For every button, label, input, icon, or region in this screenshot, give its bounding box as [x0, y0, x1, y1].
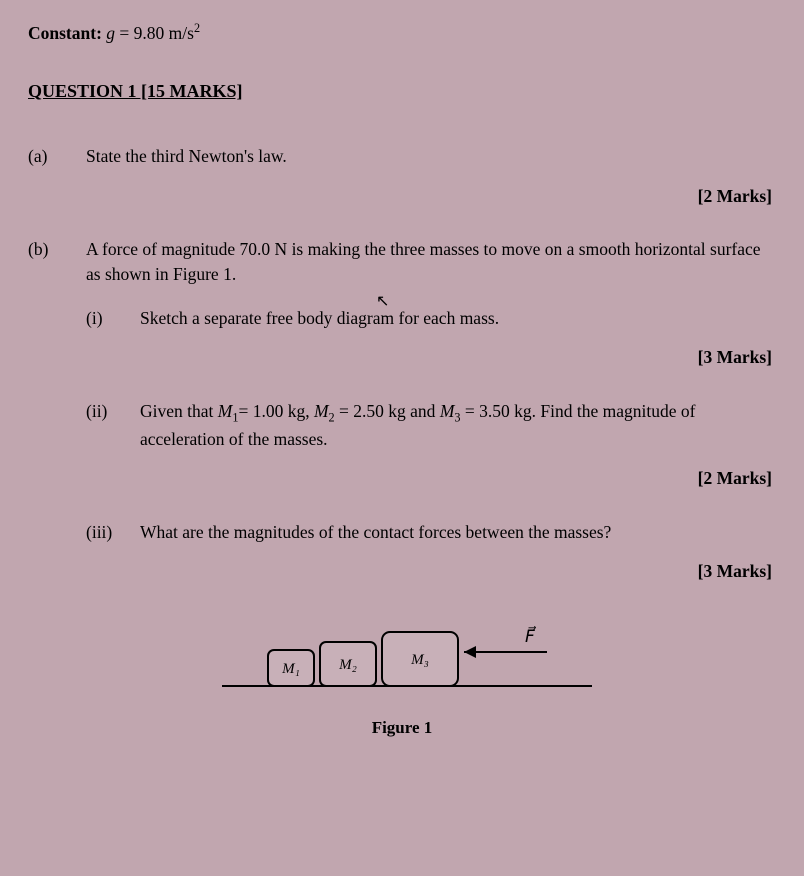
subpart-ii-marks: [2 Marks] — [86, 466, 772, 491]
subpart-iii-text: What are the magnitudes of the contact f… — [140, 520, 776, 545]
part-b: (b) A force of magnitude 70.0 N is makin… — [28, 237, 776, 288]
subpart-iii-label: (iii) — [86, 520, 140, 545]
subpart-ii-text: Given that M1= 1.00 kg, M2 = 2.50 kg and… — [140, 399, 776, 453]
part-a: (a) State the third Newton's law. — [28, 144, 776, 169]
m1-after: = 1.00 kg, — [238, 401, 314, 421]
figure-1-diagram: M₁ M₂ M₃ F⃗ — [192, 612, 612, 702]
subpart-i-text: Sketch a separate free body diagram for … — [140, 306, 776, 331]
svg-text:M₁: M₁ — [281, 661, 300, 677]
svg-text:M₂: M₂ — [338, 657, 357, 673]
figure-1: M₁ M₂ M₃ F⃗ Figure 1 — [28, 612, 776, 741]
subpart-i: (i) Sketch a separate free body diagram … — [86, 306, 776, 331]
part-a-text: State the third Newton's law. — [86, 144, 776, 169]
subpart-ii-label: (ii) — [86, 399, 140, 453]
m2-sym: M — [314, 401, 329, 421]
question-heading: QUESTION 1 [15 MARKS] — [28, 78, 776, 104]
subpart-i-marks: [3 Marks] — [86, 345, 772, 370]
constant-line: Constant: g = 9.80 m/s2 — [28, 20, 776, 46]
subpart-ii: (ii) Given that M1= 1.00 kg, M2 = 2.50 k… — [86, 399, 776, 453]
part-b-label: (b) — [28, 237, 86, 288]
subpart-i-label: (i) — [86, 306, 140, 331]
part-a-label: (a) — [28, 144, 86, 169]
part-a-marks: [2 Marks] — [28, 184, 772, 209]
part-b-subparts: (i) Sketch a separate free body diagram … — [86, 306, 776, 585]
subpart-iii: (iii) What are the magnitudes of the con… — [86, 520, 776, 545]
m2-after: = 2.50 kg and — [335, 401, 440, 421]
figure-1-caption: Figure 1 — [372, 716, 433, 741]
exam-page: Constant: g = 9.80 m/s2 QUESTION 1 [15 M… — [0, 0, 804, 876]
m1-sym: M — [218, 401, 233, 421]
part-b-intro: A force of magnitude 70.0 N is making th… — [86, 237, 776, 288]
sub-ii-before: Given that — [140, 401, 218, 421]
svg-text:F⃗: F⃗ — [525, 626, 537, 646]
m3-sym: M — [440, 401, 455, 421]
svg-text:M₃: M₃ — [410, 652, 429, 668]
subpart-iii-marks: [3 Marks] — [86, 559, 772, 584]
